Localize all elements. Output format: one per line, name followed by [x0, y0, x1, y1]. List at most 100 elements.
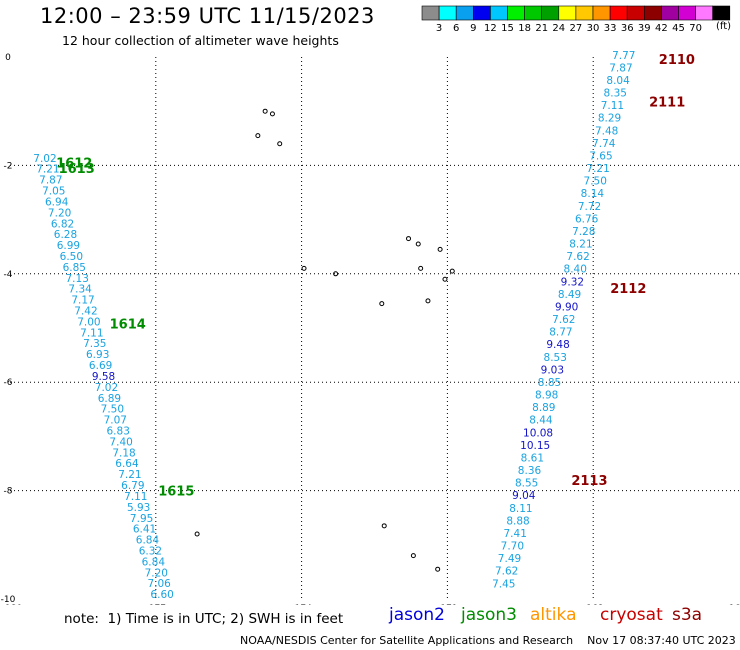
wave-height-map: -180-177-174-171-168-160-2-4-6-8-107.027… [1, 50, 740, 605]
wave-height-label: 8.77 [549, 327, 572, 339]
wave-height-label: 8.55 [515, 478, 538, 490]
wave-height-label: 9.32 [561, 276, 584, 288]
wave-height-label: 7.02 [95, 382, 118, 394]
wave-height-label: 8.29 [598, 113, 621, 125]
colorbar-label: 9 [470, 23, 476, 34]
island-outline [418, 265, 424, 271]
wave-height-label: 6.85 [63, 262, 86, 274]
wave-height-label: 6.64 [115, 458, 139, 470]
wave-height-label: 8.53 [544, 352, 567, 364]
wave-height-label: 7.05 [42, 186, 65, 198]
wave-height-label: 6.76 [575, 213, 599, 225]
wave-height-label: 7.49 [498, 553, 521, 565]
legend-s3a: s3a [672, 605, 703, 625]
wave-height-label: 7.41 [504, 528, 527, 540]
wave-height-label: 7.35 [83, 338, 106, 350]
wave-height-label: 8.40 [564, 264, 587, 276]
pass-time-label: 1612 [56, 157, 92, 172]
wave-height-label: 7.42 [74, 306, 97, 318]
wave-height-label: 7.34 [68, 284, 92, 296]
x-tick-label: -177 [146, 604, 166, 605]
wave-height-label: 7.17 [71, 295, 94, 307]
page-title: 12:00 – 23:59 UTC 11/15/2023 [40, 4, 375, 28]
wave-height-label: 9.03 [541, 364, 564, 376]
wave-height-label: 7.62 [495, 566, 518, 578]
wave-height-label: 7.07 [104, 415, 127, 427]
island-outline [437, 246, 443, 252]
colorbar-label: 27 [570, 23, 583, 34]
wave-height-label: 7.77 [612, 50, 635, 62]
colorbar-label: 70 [689, 23, 702, 34]
wave-height-label: 7.11 [601, 100, 624, 112]
wave-height-label: 7.40 [109, 436, 132, 448]
wave-height-label: 7.20 [145, 567, 168, 579]
colorbar-label: 30 [587, 23, 600, 34]
wave-height-label: 8.49 [558, 289, 581, 301]
legend-cryosat: cryosat [600, 605, 663, 625]
x-tick-label: -168 [583, 604, 604, 605]
wave-height-label: 9.04 [512, 490, 536, 502]
wave-height-label: 7.72 [578, 201, 601, 213]
wave-height-label: 7.65 [589, 150, 612, 162]
wave-height-label: 7.87 [609, 62, 632, 74]
wave-height-label: 7.62 [552, 314, 575, 326]
wave-height-label: 7.48 [595, 125, 618, 137]
wave-height-label: 8.98 [535, 390, 558, 402]
colorbar-label: 45 [672, 23, 685, 34]
island-outline [410, 553, 416, 559]
wave-height-label: 8.88 [506, 515, 529, 527]
wave-height-label: 7.11 [80, 327, 103, 339]
pass-time-label: 1614 [110, 318, 146, 333]
island-outline [301, 265, 307, 271]
wave-height-label: 7.50 [584, 176, 607, 188]
wave-height-label: 7.74 [592, 138, 616, 150]
wave-height-label: 6.28 [54, 229, 77, 241]
wave-height-label: 8.89 [532, 402, 555, 414]
color-scale-unit: (ft) [716, 21, 732, 32]
wave-height-label: 6.83 [107, 426, 130, 438]
wave-height-label: 7.18 [112, 447, 135, 459]
island-outline [379, 301, 385, 307]
island-outline [435, 566, 441, 572]
wave-height-label: 6.84 [136, 535, 160, 547]
wave-height-label: 7.62 [566, 251, 589, 263]
island-outline [425, 298, 431, 304]
credit-line: NOAA/NESDIS Center for Satellite Applica… [240, 634, 736, 647]
wave-height-label: 10.08 [523, 427, 553, 439]
wave-height-label: 8.21 [569, 239, 592, 251]
x-tick-label: -180 [2, 604, 23, 605]
pass-time-label: 1615 [158, 485, 194, 500]
wave-height-label: 7.20 [48, 207, 71, 219]
wave-height-label: 6.50 [60, 251, 83, 263]
wave-height-label: 6.41 [133, 524, 156, 536]
wave-height-label: 9.58 [92, 371, 115, 383]
wave-height-label: 7.02 [33, 153, 56, 165]
colorbar-label: 21 [535, 23, 548, 34]
colorbar-label: 24 [552, 23, 565, 34]
y-tick-label: -6 [4, 378, 13, 388]
y-tick-label: -4 [4, 270, 13, 280]
wave-height-label: 7.21 [586, 163, 609, 175]
wave-height-label: 7.95 [130, 513, 153, 525]
wave-height-label: 7.45 [492, 578, 515, 590]
colorbar-swatch [712, 5, 731, 21]
wave-height-label: 6.99 [57, 240, 80, 252]
colorbar-label: 39 [638, 23, 651, 34]
colorbar-label: 12 [484, 23, 497, 34]
wave-height-label: 8.36 [518, 465, 542, 477]
wave-height-label: 7.00 [77, 316, 100, 328]
island-outline [449, 268, 455, 274]
pass-time-label: 1613 [59, 162, 95, 177]
colorbar-label: 6 [453, 23, 459, 34]
y-tick-label: -2 [4, 161, 13, 171]
wave-height-label: 8.85 [538, 377, 561, 389]
colorbar-label: 15 [501, 23, 514, 34]
colorbar-label: 18 [518, 23, 531, 34]
color-scale-bar: 3 6 9 12 15 18 21 24 27 30 33 36 39 42 45 70 [421, 5, 731, 34]
wave-height-label: 6.79 [121, 480, 144, 492]
colorbar-label: 3 [436, 23, 442, 34]
wave-height-label: 8.35 [604, 88, 627, 100]
pass-time-label: 2110 [659, 53, 695, 68]
wave-height-label: 10.15 [520, 440, 550, 452]
island-outline [269, 111, 275, 117]
